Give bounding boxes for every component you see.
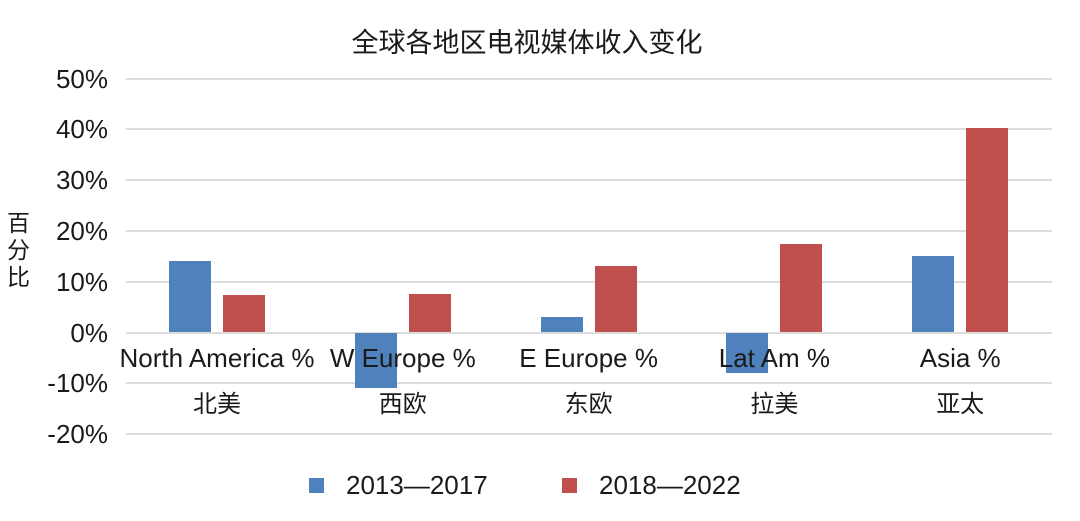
y-tick-label-20: -20% [47,419,108,450]
legend-label-2013-2017: 2013—2017 [346,470,488,500]
gridline-20% [126,229,1052,232]
legend-label-2018-2022: 2018—2022 [599,470,741,500]
bar-2013-2017-w-europe [354,332,397,389]
x-category-label-asia: Asia % [919,343,1001,373]
gridline-50% [126,77,1052,80]
y-tick-label-10: -10% [47,368,108,399]
legend-item-2018-2022: 2018—2022 [562,470,741,500]
chart-title: 全球各地区电视媒体收入变化 [351,28,703,58]
bar-2013-2017-north-america [169,261,211,333]
x-category-label-zh-2: 东欧 [564,391,613,418]
x-category-label-w-europe: W Europe % [329,343,476,373]
y-tick-label-30: 30% [55,165,108,196]
bar-2018-2022-asia [966,127,1009,333]
gridline-0% [126,331,1052,334]
x-category-label-lat-am: Lat Am % [718,343,831,373]
gridline-40% [126,128,1052,131]
gridline--10% [126,382,1052,385]
y-tick-label-0: 0% [70,317,108,348]
gridline-30% [126,179,1052,182]
y-tick-label-50: 50% [55,63,108,94]
legend-item-2013-2017: 2013—2017 [309,470,488,500]
y-tick-label-20: 20% [55,215,108,246]
x-category-label-north-america: North America % [119,343,315,373]
gridline-10% [126,280,1052,283]
x-category-label-zh-4: 亚太 [936,391,985,418]
x-category-label-zh-1: 西欧 [378,391,427,418]
bar-2013-2017-lat-am [726,332,769,374]
legend-swatch-red [562,477,577,493]
x-category-label-zh-3: 拉美 [750,391,799,418]
bar-2013-2017-asia [912,256,955,333]
legend-swatch-blue [309,477,324,493]
y-tick-label-10: 10% [55,266,108,297]
bar-2013-2017-e-europe [540,317,583,333]
bar-2018-2022-north-america [223,295,265,333]
bar-2018-2022-e-europe [594,266,637,333]
bar-2018-2022-lat-am [780,243,823,333]
x-category-label-zh-0: 北美 [193,391,241,418]
y-axis-title: 百分比 [7,210,30,290]
bar-2018-2022-w-europe [408,293,451,333]
gridline--20% [126,433,1052,436]
y-tick-label-40: 40% [55,114,108,145]
x-category-label-e-europe: E Europe % [519,343,658,373]
